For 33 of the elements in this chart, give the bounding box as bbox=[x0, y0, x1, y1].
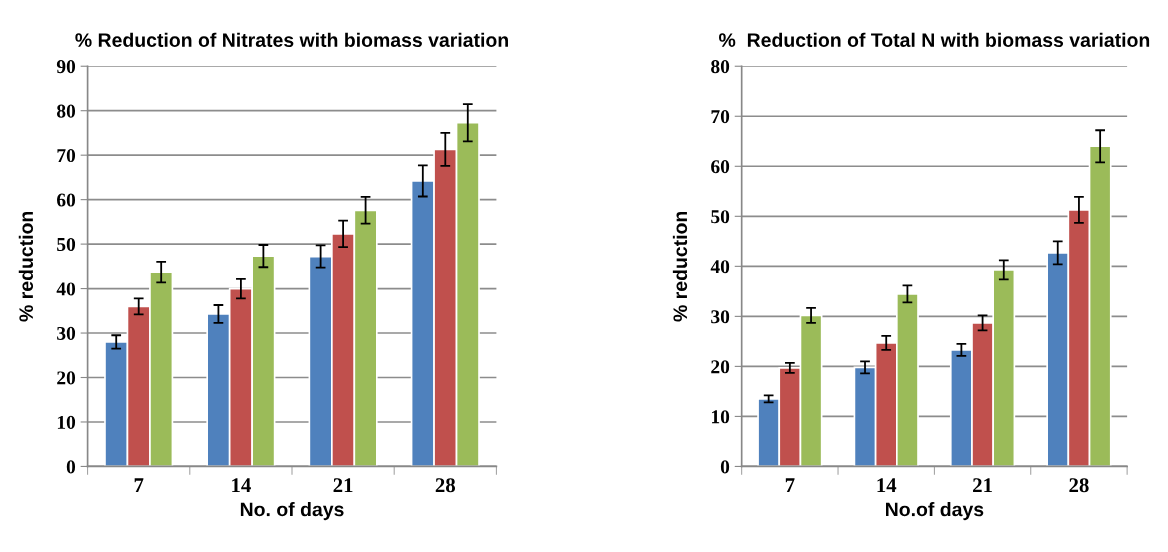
y-tick-label: 0 bbox=[720, 460, 730, 474]
y-tick-label: 70 bbox=[711, 110, 730, 124]
y-tick-label: 40 bbox=[56, 282, 76, 296]
x-tick-label: 14 bbox=[877, 478, 897, 493]
chart-title: % Reduction of Nitrates with biomass variation bbox=[75, 32, 508, 47]
x-tick-label: 21 bbox=[973, 478, 992, 493]
x-tick-label: 7 bbox=[134, 478, 144, 493]
x-axis-title: No.of days bbox=[886, 502, 984, 521]
x-tick-label: 28 bbox=[1069, 478, 1089, 493]
y-axis-title: % reduction bbox=[18, 211, 34, 322]
x-tick-label: 28 bbox=[435, 478, 456, 493]
y-tick-label: 20 bbox=[57, 371, 76, 385]
y-tick-label: 10 bbox=[57, 415, 76, 429]
y-tick-label: 40 bbox=[710, 260, 730, 274]
y-tick-label: 0 bbox=[66, 460, 76, 474]
y-tick-label: 30 bbox=[57, 326, 76, 340]
y-axis-title: % reduction bbox=[672, 211, 688, 322]
y-tick-label: 30 bbox=[711, 310, 730, 324]
x-axis-title: No. of days bbox=[240, 502, 344, 521]
y-tick-label: 10 bbox=[711, 410, 730, 424]
y-tick-label: 20 bbox=[711, 360, 730, 374]
x-tick-label: 7 bbox=[785, 478, 795, 493]
y-tick-label: 90 bbox=[56, 60, 76, 74]
y-tick-label: 60 bbox=[57, 193, 76, 207]
y-tick-label: 80 bbox=[57, 104, 76, 118]
y-tick-label: 50 bbox=[711, 210, 730, 224]
y-tick-label: 50 bbox=[57, 237, 76, 252]
x-tick-label: 14 bbox=[232, 478, 251, 493]
x-tick-label: 21 bbox=[333, 478, 353, 493]
y-tick-label: 70 bbox=[57, 148, 76, 163]
chart-title: % Reduction of Total N with biomass variation bbox=[719, 32, 1150, 47]
y-tick-label: 60 bbox=[711, 160, 730, 174]
y-tick-label: 80 bbox=[711, 60, 730, 74]
